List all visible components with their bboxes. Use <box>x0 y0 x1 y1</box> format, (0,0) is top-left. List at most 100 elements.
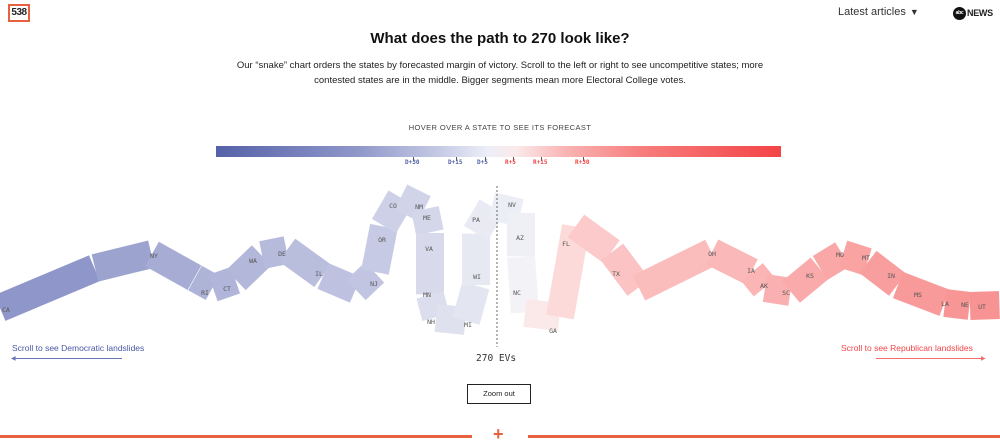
state-segment-de[interactable] <box>259 236 290 269</box>
state-label-ia: IA <box>747 267 755 275</box>
state-segment-mt[interactable] <box>812 242 851 280</box>
zoom-out-button[interactable]: Zoom out <box>467 384 531 404</box>
state-segment-me[interactable] <box>411 206 444 236</box>
state-segment-ne[interactable] <box>943 289 972 320</box>
latest-articles-menu[interactable]: Latest articles ▼ <box>838 6 919 18</box>
footer-rule-left <box>0 435 472 438</box>
state-label-ny: NY <box>150 252 158 260</box>
state-label-nh: NH <box>427 318 435 326</box>
state-segment-ak[interactable] <box>705 239 759 285</box>
state-segment-in[interactable] <box>838 240 873 276</box>
state-segment-pa[interactable] <box>463 198 505 241</box>
left-arrow-line <box>14 358 122 359</box>
state-label-ne: NE <box>961 301 969 309</box>
scale-tick-label: R+30 <box>575 159 590 166</box>
scale-tick-label: R+5 <box>505 159 516 166</box>
state-segment-nj[interactable] <box>346 261 385 301</box>
state-label-co: CO <box>389 202 397 210</box>
state-label-sc: SC <box>782 289 790 297</box>
state-segment-tx[interactable] <box>567 214 621 264</box>
state-label-or: OR <box>378 236 386 244</box>
abc-circle-icon: abc <box>953 6 966 20</box>
scroll-republican-link[interactable]: Scroll to see Republican landslides <box>841 343 973 353</box>
state-segment-nh[interactable] <box>434 304 468 335</box>
state-label-la: LA <box>941 300 949 308</box>
scale-tick-label: D+15 <box>448 159 463 166</box>
state-segment-nc[interactable] <box>507 256 539 314</box>
state-segment-or[interactable] <box>361 223 398 275</box>
state-segment-ms[interactable] <box>859 250 907 297</box>
scale-tick-mark <box>513 157 514 161</box>
state-segment-ia[interactable] <box>632 239 719 301</box>
arrow-right-icon: ▶ <box>981 356 986 362</box>
scale-tick-mark <box>541 157 542 161</box>
scale-tick-label: D+5 <box>477 159 488 166</box>
scale-tick-mark <box>456 157 457 161</box>
state-segment-nv[interactable] <box>488 192 525 227</box>
state-label-oh: OH <box>708 250 716 258</box>
state-label-mo: MO <box>836 251 844 259</box>
state-label-il: IL <box>315 270 323 278</box>
abc-news-text: NEWS <box>967 8 993 18</box>
fivethirtyeight-logo[interactable]: 538 <box>8 4 30 22</box>
threshold-label: 270 EVs <box>476 353 517 364</box>
state-segment-ri[interactable] <box>188 265 220 301</box>
state-segment-sc[interactable] <box>741 263 776 297</box>
state-label-fl: FL <box>562 240 570 248</box>
page-title: What does the path to 270 look like? <box>370 30 630 47</box>
abc-news-logo[interactable]: abc NEWS <box>953 4 993 22</box>
state-label-tx: TX <box>612 270 620 278</box>
state-segment-la[interactable] <box>892 271 951 317</box>
forecast-color-scale <box>216 146 781 157</box>
state-segment-mi[interactable] <box>452 281 490 325</box>
state-label-nc: NC <box>513 289 521 297</box>
plus-icon[interactable]: + <box>493 424 504 444</box>
state-label-mn: MN <box>423 291 431 299</box>
state-label-nm: NM <box>415 203 423 211</box>
scale-tick-mark <box>413 157 414 161</box>
state-segment-oh[interactable] <box>600 243 651 297</box>
state-segment-ca[interactable] <box>0 255 101 321</box>
footer-rule-right <box>528 435 1000 438</box>
latest-articles-label: Latest articles <box>838 6 906 18</box>
arrow-left-icon: ◀ <box>11 356 16 362</box>
state-label-me: ME <box>423 214 431 222</box>
state-label-wa: WA <box>249 257 257 265</box>
scroll-democratic-link[interactable]: Scroll to see Democratic landslides <box>12 343 145 353</box>
state-segment-wa[interactable] <box>226 244 272 291</box>
scale-tick-label: D+30 <box>405 159 420 166</box>
state-label-ms: MS <box>914 291 922 299</box>
state-label-ct: CT <box>223 285 231 293</box>
state-segment-mo[interactable] <box>782 257 829 303</box>
state-segment-ga[interactable] <box>523 299 562 331</box>
state-segment-co[interactable] <box>371 189 414 234</box>
state-label-ak: AK <box>760 282 768 290</box>
state-label-in: IN <box>887 272 895 280</box>
scale-tick-mark <box>583 157 584 161</box>
state-label-ca: CA <box>2 306 10 314</box>
hover-prompt: HOVER OVER A STATE TO SEE ITS FORECAST <box>408 123 592 132</box>
state-label-az: AZ <box>516 234 524 242</box>
scale-tick-label: R+15 <box>533 159 548 166</box>
state-segment-nm[interactable] <box>394 184 432 222</box>
caret-down-icon: ▼ <box>909 7 919 17</box>
state-segment-mn[interactable] <box>416 291 450 322</box>
state-label-ga: GA <box>549 327 557 335</box>
state-segment-unlabeled-1[interactable] <box>91 240 156 282</box>
state-segment-ut[interactable] <box>969 291 1000 320</box>
state-label-ks: KS <box>806 272 814 280</box>
right-arrow-line <box>876 358 984 359</box>
state-segment-ks[interactable] <box>762 274 794 306</box>
state-segment-ct[interactable] <box>208 266 241 302</box>
state-label-ri: RI <box>201 289 209 297</box>
state-label-mi: MI <box>464 321 472 329</box>
state-label-pa: PA <box>472 216 480 224</box>
chart-description: Our “snake” chart orders the states by f… <box>236 60 764 86</box>
scale-tick-mark <box>485 157 486 161</box>
state-label-wi: WI <box>473 273 481 281</box>
state-segment-il[interactable] <box>278 238 332 288</box>
state-label-de: DE <box>278 250 286 258</box>
state-segment-unlabeled-8[interactable] <box>317 263 362 303</box>
state-segment-ny[interactable] <box>145 241 202 291</box>
